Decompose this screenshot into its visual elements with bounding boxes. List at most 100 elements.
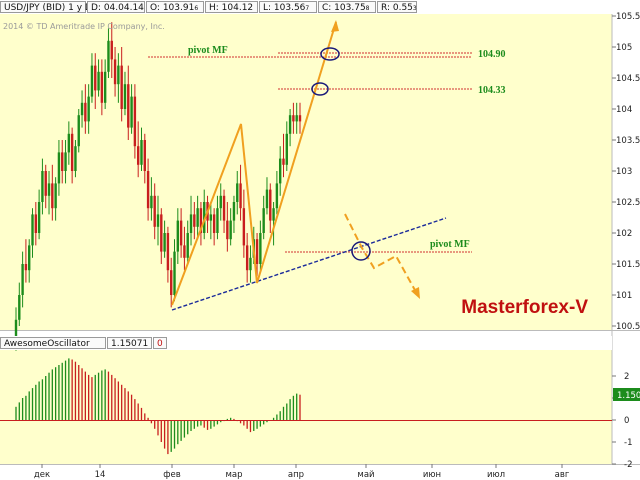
candle-down [94,65,97,91]
candle-up [285,133,288,165]
range-subdigit: 3 [412,5,417,12]
candle-up [156,214,160,227]
oscillator-histogram [15,358,301,455]
candle-up [74,146,77,171]
candle-down [120,65,123,109]
oscillator-value-badge [613,388,640,401]
candle-up [150,195,153,209]
oscillator-value-badge-text: 1.1507 [617,391,640,401]
candle-down [127,84,130,128]
candle-up [176,220,180,252]
candle-down [136,146,140,165]
candle-down [282,158,285,165]
candle-up [203,202,206,233]
candle-up [18,295,21,320]
candle-down [239,183,242,209]
candle-up [37,202,41,233]
candle-up [64,152,67,171]
candle-up [130,96,133,128]
candle-down [143,140,146,171]
candle-up [57,152,61,184]
close-label: C: 103.75 [322,3,366,13]
symbol-field[interactable]: USD/JPY (BID) 1 y D [0,1,92,13]
candle-up [14,319,18,345]
breakout-ellipse [351,241,371,261]
candle-down [146,171,150,209]
oscillator-tick-label: 0 [624,416,629,426]
candle-down [269,189,272,221]
candle-up [173,251,176,295]
candle-up [90,65,94,97]
candle-up [140,140,143,165]
candle-up [28,245,31,271]
candle-up [259,233,262,264]
oscillator-value-field: 1.15071 [107,337,152,349]
low-label: L: 103.56 [263,3,306,13]
candle-up [278,158,282,184]
symbol-label: USD/JPY (BID) 1 y D [4,3,92,13]
candle-up [31,214,34,246]
candle-up [97,71,100,91]
candle-down [84,102,87,122]
candle-up [41,171,44,202]
candle-up [295,115,298,122]
time-tick-label: май [357,470,374,480]
candle-up [77,115,80,147]
candle-down [292,115,295,122]
level-label-104-33: 104.33 [478,85,506,96]
oscillator-tick-label: 2 [624,372,629,382]
level-label-104-90: 104.90 [478,49,506,60]
high-label: H: 104.12 [209,3,254,13]
candle-up [107,40,110,72]
range-label: R: 0.55 [381,3,413,13]
oscillator-zero-field: 0 [153,337,167,349]
candle-up [262,208,265,233]
time-tick-label: дек [34,470,50,480]
wave-arrow-head [331,20,339,32]
candle-up [67,133,71,153]
candle-down [183,245,186,258]
close-subdigit: 8 [365,5,370,12]
time-tick-label: фев [163,470,181,480]
candle-down [298,115,302,122]
time-tick-label: июл [487,470,505,480]
price-tick-label: 100.5 [616,322,640,332]
oscillator-tick-label: -1 [624,438,632,448]
wave-pattern-line [171,21,337,306]
candle-up [123,84,127,109]
copyright-notice: 2014 © TD Ameritrade IP Company, Inc. [3,22,165,31]
candle-up [288,115,292,134]
close-field: C: 103.758 [318,1,376,13]
projected-decline-path [344,213,417,293]
projected-arrow-head [411,287,420,299]
candle-up [47,183,51,196]
candle-down [34,214,38,233]
candle-down [70,133,74,171]
price-tick-label: 105 [616,43,632,53]
pivot-label-low: pivot MF [430,239,470,250]
price-tick-label: 105.5 [616,12,640,22]
candle-down [110,40,113,60]
candle-up [54,183,57,209]
candle-down [199,208,203,233]
candle-up [229,220,232,240]
open-subdigit: 6 [194,5,199,12]
oscillator-name: AwesomeOscillator [4,339,90,349]
candle-down [153,195,156,227]
time-tick-label: апр [288,470,304,480]
candle-up [186,233,189,258]
candle-up [265,189,269,209]
oscillator-name-field[interactable]: AwesomeOscillator [0,337,106,349]
time-tick-label: июн [423,470,441,480]
candle-up [196,208,199,227]
candle-down [133,96,137,147]
candle-up [209,214,213,221]
open-label: O: 103.91 [150,3,195,13]
candle-up [236,183,239,202]
candle-up [80,102,84,116]
candle-up [21,264,24,295]
candle-down [193,214,196,227]
candle-up [216,208,219,233]
